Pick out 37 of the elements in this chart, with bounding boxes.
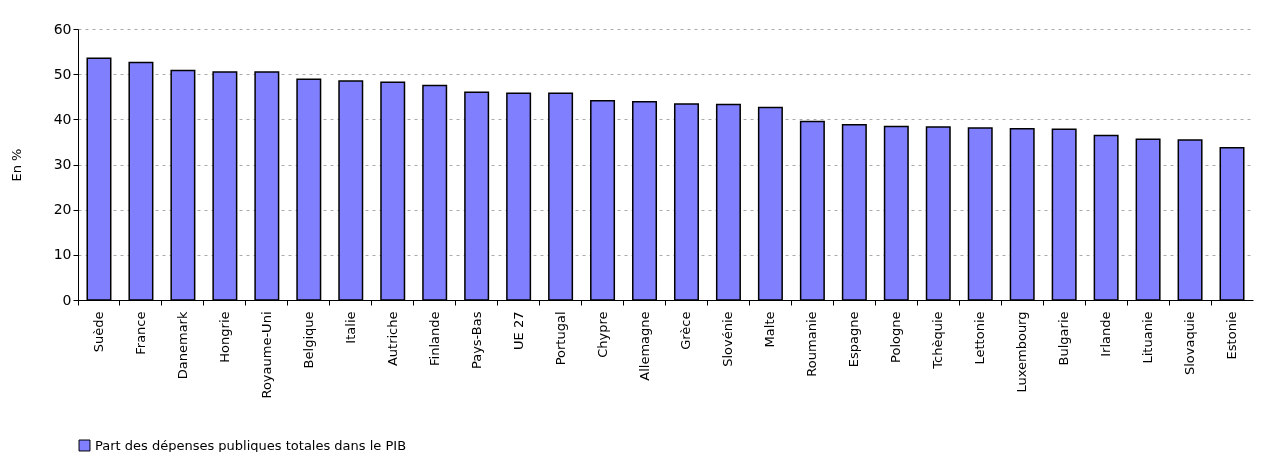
x-tick-label: Roumanie (804, 311, 820, 377)
y-tick-label: 50 (53, 65, 72, 82)
y-tick-label: 20 (53, 201, 72, 218)
x-tick-label: UE 27 (510, 311, 526, 350)
x-tick-label: Danemark (174, 311, 190, 380)
y-tick-label: 40 (53, 110, 72, 127)
x-tick-label: Slovaquie (1182, 311, 1198, 376)
x-tick-label: Irlande (1098, 311, 1114, 357)
x-tick-label: Bulgarie (1056, 311, 1072, 366)
x-tick-label: Finlande (426, 311, 442, 366)
x-tick-label: Espagne (846, 311, 862, 368)
y-tick-label: 30 (53, 156, 72, 172)
y-tick-label: 60 (53, 20, 72, 37)
x-tick-label: Pologne (888, 311, 904, 363)
x-tick-label: Lituanie (1140, 311, 1156, 364)
x-tick-label: Royaume-Uni (258, 311, 274, 399)
x-tick-label: Suède (90, 311, 106, 353)
x-tick-label: Italie (342, 311, 358, 344)
x-tick-label: Belgique (300, 311, 316, 369)
x-tick-label: Slovénie (720, 311, 736, 367)
x-tick-label: Hongrie (216, 311, 232, 363)
x-tick-label: Grèce (678, 311, 694, 350)
x-tick-label: Portugal (552, 311, 568, 366)
y-tick-label: 10 (53, 246, 72, 263)
legend-label: Part des dépenses publiques totales dans le PIB (95, 437, 407, 452)
x-tick-label: Pays-Bas (468, 311, 484, 370)
y-axis-title: En % (8, 148, 24, 182)
x-tick-label: Tchèquie (930, 311, 946, 370)
x-tick-label: Allemagne (636, 311, 652, 381)
x-tick-label: Lettonie (972, 311, 988, 365)
y-tick-label: 0 (62, 291, 72, 308)
x-tick-label: Chypre (594, 311, 610, 358)
x-tick-label: Malte (762, 311, 778, 348)
x-tick-label: Estonie (1224, 311, 1240, 360)
x-tick-label: Autriche (384, 311, 400, 367)
x-tick-label: France (132, 311, 148, 355)
x-tick-label: Luxembourg (1014, 311, 1030, 393)
